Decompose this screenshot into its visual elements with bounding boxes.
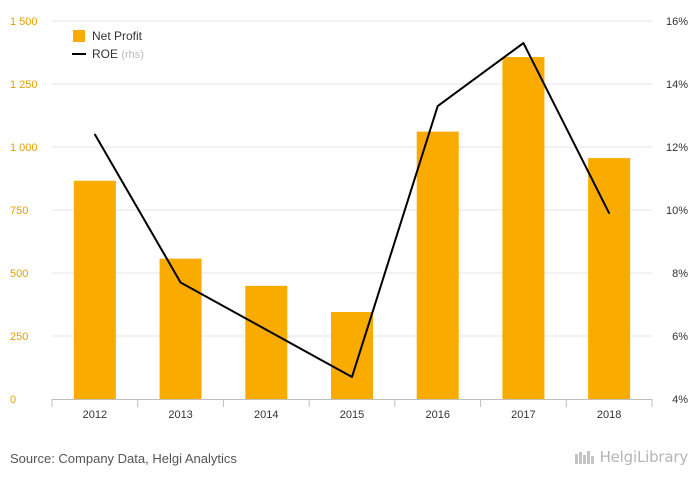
bar-net-profit-2016 xyxy=(416,131,459,400)
y-left-tick-label: 1 500 xyxy=(10,16,38,28)
bar-net-profit-2017 xyxy=(502,57,545,399)
roe-point-2013 xyxy=(179,281,182,284)
roe-point-2015 xyxy=(351,376,353,378)
x-tick-label: 2017 xyxy=(511,409,535,421)
x-tick-label: 2016 xyxy=(425,409,449,421)
roe-point-2012 xyxy=(94,133,96,136)
bar-net-profit-2012 xyxy=(73,180,116,399)
bar-net-profit-2014 xyxy=(245,285,288,399)
y-left-tick-label: 250 xyxy=(10,331,28,343)
roe-point-2017 xyxy=(522,42,525,44)
net-profit-bars xyxy=(73,57,631,400)
legend-label-net-profit: Net Profit xyxy=(92,29,143,43)
bar-net-profit-2013 xyxy=(159,258,202,399)
y-left-tick-label: 0 xyxy=(10,394,16,406)
y-right-tick-label: 16% xyxy=(666,16,688,28)
bar-net-profit-2018 xyxy=(588,158,631,399)
y-right-tick-label: 10% xyxy=(666,205,688,217)
legend-label-roe: ROE (rhs) xyxy=(92,47,144,61)
y-right-tick-label: 12% xyxy=(666,142,688,154)
x-tick-label: 2014 xyxy=(254,409,278,421)
x-tick-label: 2018 xyxy=(597,409,621,421)
roe-point-2016 xyxy=(436,105,439,107)
y-right-tick-label: 4% xyxy=(672,394,688,406)
bar-net-profit-2015 xyxy=(331,312,373,399)
helgi-library-logo: HelgiLibrary xyxy=(574,448,688,466)
combo-chart: 0 250 500 750 1 000 1 250 1 500 4% 6% 8% 10% 12% 14%… xyxy=(10,16,688,421)
legend-swatch-net-profit xyxy=(73,30,85,42)
x-tick-label: 2012 xyxy=(83,409,107,421)
logo-wordmark: HelgiLibrary xyxy=(599,448,689,466)
y-right-tick-label: 6% xyxy=(672,331,688,343)
gridlines xyxy=(52,20,652,337)
source-note: Source: Company Data, Helgi Analytics xyxy=(10,451,237,466)
roe-point-2014 xyxy=(265,328,268,331)
tick-labels: 0 250 500 750 1 000 1 250 1 500 4% 6% 8% 10% 12% 14%… xyxy=(10,16,688,421)
y-left-tick-label: 1 250 xyxy=(10,79,38,91)
y-right-tick-label: 8% xyxy=(672,268,688,280)
library-shelf-icon xyxy=(574,451,594,464)
y-left-tick-label: 1 000 xyxy=(10,142,38,154)
legend: Net Profit ROE (rhs) xyxy=(72,29,144,61)
legend-label-roe-suffix: (rhs) xyxy=(121,49,144,61)
y-left-tick-label: 500 xyxy=(10,268,28,280)
x-tick-label: 2013 xyxy=(168,409,192,421)
axes xyxy=(51,399,653,407)
y-right-tick-label: 14% xyxy=(666,79,688,91)
x-tick-label: 2015 xyxy=(340,409,364,421)
roe-line-group xyxy=(93,42,611,378)
roe-point-2018 xyxy=(608,212,610,214)
legend-label-roe-name: ROE xyxy=(92,47,118,61)
y-left-tick-label: 750 xyxy=(10,205,28,217)
